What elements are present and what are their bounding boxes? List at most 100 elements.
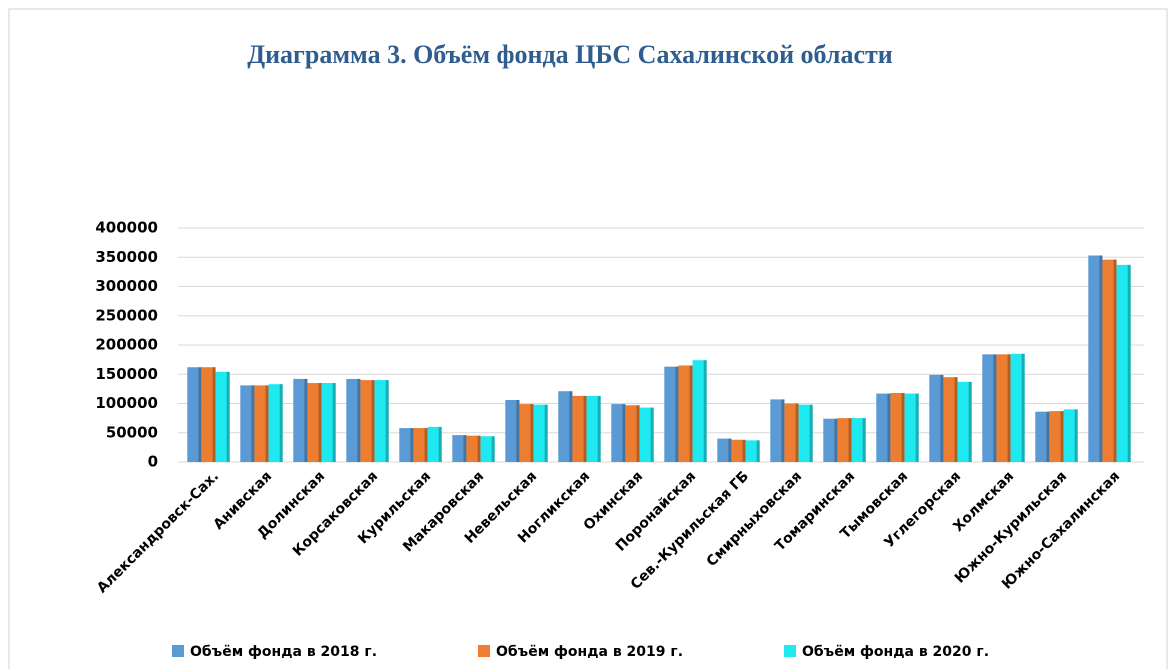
- bar: [427, 426, 442, 462]
- y-tick-label: 150000: [95, 365, 158, 383]
- bar-side: [226, 371, 230, 462]
- bar-side: [530, 404, 534, 462]
- y-tick-label: 250000: [95, 306, 158, 324]
- bar: [586, 395, 601, 462]
- bar-side: [212, 367, 216, 462]
- bar: [943, 377, 958, 462]
- y-tick-label: 100000: [95, 394, 158, 412]
- bar: [533, 404, 548, 462]
- bar: [717, 438, 732, 462]
- bar: [480, 436, 495, 462]
- bar-side: [318, 383, 322, 462]
- y-tick-label: 200000: [95, 336, 158, 354]
- bar-side: [742, 439, 746, 462]
- bar: [890, 392, 905, 462]
- bar: [996, 354, 1011, 462]
- bar: [1063, 409, 1078, 462]
- bar-side: [756, 440, 760, 462]
- bar-side: [597, 395, 601, 462]
- bar: [784, 403, 799, 462]
- bar: [611, 404, 626, 462]
- bar: [254, 385, 269, 462]
- bar: [505, 399, 520, 462]
- legend-label: Объём фонда в 2018 г.: [190, 644, 377, 660]
- bar: [201, 367, 216, 462]
- bar: [876, 393, 891, 462]
- bar-side: [569, 391, 573, 462]
- bar-side: [1099, 255, 1103, 462]
- bar-side: [675, 366, 679, 462]
- y-tick-label: 50000: [106, 423, 158, 441]
- bar-side: [1060, 411, 1064, 462]
- legend-swatch: [478, 645, 490, 657]
- bar: [1116, 264, 1131, 462]
- legend-label: Объём фонда в 2019 г.: [496, 644, 683, 660]
- bar-side: [1074, 409, 1078, 462]
- bar-side: [1127, 264, 1131, 462]
- bar-side: [544, 404, 548, 462]
- bar-side: [940, 374, 944, 462]
- bar: [268, 384, 283, 462]
- bar: [904, 393, 919, 462]
- bar-side: [477, 435, 481, 462]
- bar-side: [304, 378, 308, 462]
- bar: [374, 380, 389, 462]
- bar-side: [1021, 353, 1025, 462]
- bar: [321, 383, 336, 462]
- bar: [1088, 255, 1103, 462]
- bar-side: [622, 404, 626, 462]
- bar: [572, 395, 587, 462]
- bar: [399, 428, 414, 462]
- bar-side: [834, 418, 838, 462]
- bar-side: [265, 385, 269, 462]
- bar: [692, 360, 707, 462]
- y-tick-label: 300000: [95, 277, 158, 295]
- bar-side: [848, 418, 852, 462]
- frame: [8, 8, 1168, 669]
- y-tick-label: 350000: [95, 248, 158, 266]
- legend-swatch: [784, 645, 796, 657]
- legend-swatch: [172, 645, 184, 657]
- bar-side: [1046, 411, 1050, 462]
- bar: [413, 428, 428, 462]
- bar-side: [332, 383, 336, 462]
- bar-side: [1007, 354, 1011, 462]
- bar: [307, 383, 322, 462]
- bar-side: [781, 399, 785, 462]
- x-tick-label: Александровск-Сах.: [94, 468, 222, 596]
- x-tick-label: Смирныховская: [704, 468, 806, 570]
- bar-side: [993, 354, 997, 462]
- bar: [466, 435, 481, 462]
- bar-side: [689, 365, 693, 462]
- bar-side: [795, 403, 799, 462]
- bar-side: [636, 405, 640, 462]
- bar-side: [728, 438, 732, 462]
- bar: [957, 381, 972, 462]
- bar: [1010, 353, 1025, 462]
- bar: [823, 418, 838, 462]
- bar-side: [901, 392, 905, 462]
- bar: [678, 365, 693, 462]
- bar-side: [809, 404, 813, 462]
- bar-side: [650, 407, 654, 462]
- bar-side: [385, 380, 389, 462]
- bar: [982, 354, 997, 462]
- bar-side: [887, 393, 891, 462]
- bar-side: [424, 428, 428, 462]
- bar-side: [357, 378, 361, 462]
- bar: [346, 378, 361, 462]
- bar: [360, 380, 375, 462]
- bar: [558, 391, 573, 462]
- bar: [452, 435, 467, 462]
- bar-side: [703, 360, 707, 462]
- bar-side: [862, 418, 866, 462]
- bar: [639, 407, 654, 462]
- y-tick-label: 400000: [95, 219, 158, 237]
- bar-side: [279, 384, 283, 462]
- bar: [293, 378, 308, 462]
- bar: [1049, 411, 1064, 462]
- bar: [1035, 411, 1050, 462]
- bar: [625, 405, 640, 462]
- bar-side: [491, 436, 495, 462]
- bar: [240, 385, 255, 462]
